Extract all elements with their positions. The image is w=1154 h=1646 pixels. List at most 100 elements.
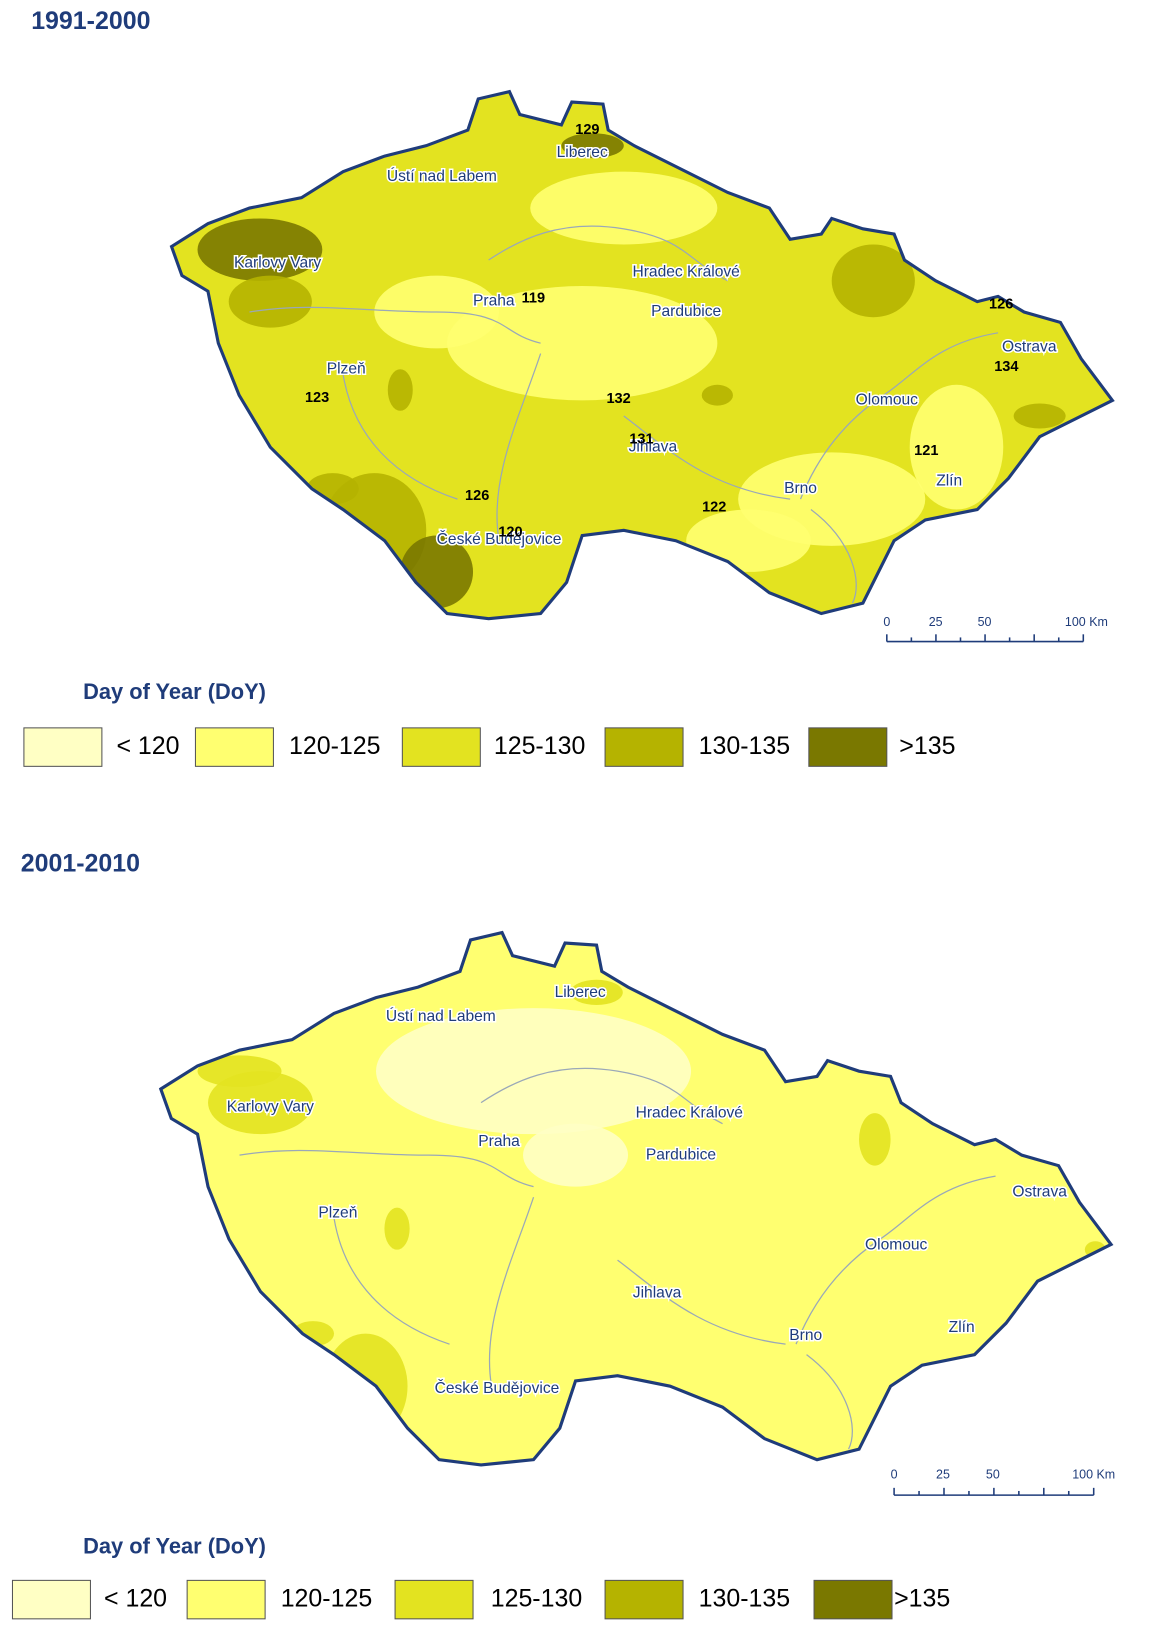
scale-label: 25 bbox=[936, 1467, 950, 1481]
legend-swatch bbox=[604, 1579, 684, 1620]
legend-swatch bbox=[394, 1579, 474, 1620]
panel-title: 2001-2010 bbox=[21, 849, 140, 877]
zone bbox=[228, 275, 312, 328]
city-label: Plzeň bbox=[318, 1205, 357, 1222]
city-label: Olomouc bbox=[856, 392, 919, 409]
station-value: 129 bbox=[575, 122, 599, 138]
border bbox=[158, 930, 1114, 1467]
legend-label: 130-135 bbox=[699, 732, 791, 760]
zone bbox=[323, 1333, 408, 1439]
city-label: Karlovy Vary bbox=[234, 254, 321, 271]
city-label: Brno bbox=[789, 1327, 822, 1344]
zone bbox=[208, 1071, 314, 1135]
city-label: Brno bbox=[784, 480, 817, 497]
city-label: Ostrava bbox=[1002, 338, 1057, 355]
city-label: Plzeň bbox=[327, 360, 366, 377]
legend-swatch bbox=[604, 727, 684, 767]
zone bbox=[561, 133, 624, 159]
river bbox=[342, 374, 458, 500]
city-label: Hradec Králové bbox=[632, 264, 739, 281]
river bbox=[488, 225, 729, 282]
scale-label: 100 Km bbox=[1072, 1467, 1115, 1481]
legend-label: >135 bbox=[894, 1585, 950, 1613]
city-label: Praha bbox=[478, 1133, 520, 1150]
legend-label: >135 bbox=[899, 732, 955, 760]
river bbox=[623, 415, 791, 500]
city-label: Olomouc bbox=[865, 1237, 928, 1254]
zone bbox=[859, 1113, 891, 1166]
legend-swatch bbox=[194, 727, 274, 767]
legend-label: 120-125 bbox=[281, 1585, 373, 1613]
city-label: Ostrava bbox=[1012, 1184, 1067, 1201]
legend-label: 130-135 bbox=[699, 1585, 791, 1613]
legend-swatch bbox=[186, 1579, 266, 1620]
station-value: 131 bbox=[629, 432, 653, 448]
zone bbox=[376, 1008, 692, 1135]
base-zone bbox=[160, 932, 1112, 1465]
station-value: 119 bbox=[522, 290, 545, 306]
legend-swatch bbox=[808, 727, 888, 767]
zone bbox=[701, 384, 733, 406]
legend-swatch bbox=[23, 727, 103, 767]
zone bbox=[197, 1055, 282, 1087]
river bbox=[806, 1354, 853, 1450]
legend-label: < 120 bbox=[104, 1585, 167, 1613]
map bbox=[169, 89, 1115, 621]
map-fill bbox=[160, 932, 1112, 1465]
zone bbox=[387, 369, 413, 411]
river bbox=[480, 1067, 723, 1125]
zone bbox=[384, 1207, 410, 1250]
station-value: 126 bbox=[989, 297, 1013, 313]
map-fill bbox=[171, 91, 1113, 619]
legend-label: < 120 bbox=[116, 732, 179, 760]
river bbox=[799, 332, 999, 500]
city-label: České Budějovice bbox=[437, 529, 562, 548]
zone bbox=[570, 979, 623, 1006]
river bbox=[333, 1218, 450, 1345]
river bbox=[617, 1259, 786, 1345]
city-label: Jihlava bbox=[633, 1285, 682, 1302]
city-label: Liberec bbox=[557, 144, 608, 161]
legend-title: Day of Year (DoY) bbox=[83, 1533, 266, 1558]
legend-title: Day of Year (DoY) bbox=[83, 679, 266, 704]
zone bbox=[909, 384, 1004, 510]
scale-label: 25 bbox=[929, 615, 943, 629]
panel-title: 1991-2000 bbox=[31, 7, 150, 35]
legend-swatch bbox=[401, 727, 481, 767]
city-label: Karlovy Vary bbox=[227, 1098, 314, 1115]
station-value: 123 bbox=[305, 390, 329, 406]
city-label: Liberec bbox=[555, 984, 606, 1001]
city-label: Zlín bbox=[936, 473, 962, 490]
river bbox=[810, 509, 857, 604]
border bbox=[169, 89, 1115, 621]
legend-label: 120-125 bbox=[289, 732, 381, 760]
city-label: Pardubice bbox=[646, 1146, 716, 1163]
station-value: 122 bbox=[702, 499, 726, 515]
zone bbox=[530, 171, 718, 245]
city-label: Pardubice bbox=[651, 303, 721, 320]
panel: 2001-2010 Liberec Ústí nad Labem Karlovy Va… bbox=[11, 849, 1115, 1620]
city-label: Zlín bbox=[949, 1319, 975, 1336]
scale-label: 0 bbox=[891, 1467, 898, 1481]
scale-label: 100 Km bbox=[1065, 615, 1108, 629]
river bbox=[249, 306, 541, 344]
city-label: Ústí nad Labem bbox=[386, 1006, 496, 1025]
city-label: Praha bbox=[473, 293, 515, 310]
zone bbox=[523, 1123, 629, 1187]
city-label: Jihlava bbox=[629, 438, 678, 455]
station-value: 134 bbox=[994, 359, 1019, 375]
scale-label: 50 bbox=[986, 1467, 1000, 1481]
station-value: 126 bbox=[465, 488, 489, 504]
zone bbox=[686, 509, 811, 572]
city-label: České Budějovice bbox=[435, 1378, 560, 1397]
legend-label: 125-130 bbox=[491, 1585, 583, 1613]
scale-label: 50 bbox=[978, 615, 992, 629]
zone bbox=[197, 218, 323, 281]
legend-swatch bbox=[813, 1579, 893, 1620]
zone bbox=[831, 244, 915, 318]
station-value: 132 bbox=[606, 391, 630, 407]
scale-label: 0 bbox=[883, 615, 890, 629]
zone bbox=[1013, 403, 1066, 429]
river bbox=[239, 1149, 534, 1188]
